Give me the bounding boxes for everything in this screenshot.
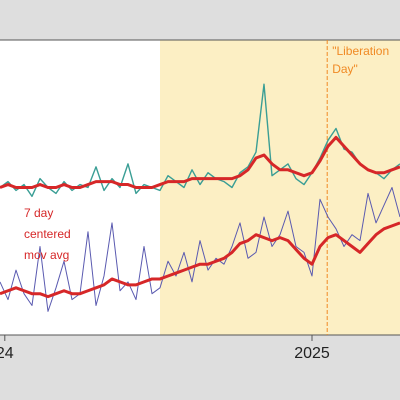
x-tick-label: 2025 <box>294 345 330 362</box>
avg-label: 7 day <box>24 206 53 220</box>
series-line <box>0 187 400 312</box>
shaded-region <box>160 40 400 335</box>
x-tick-label: 24 <box>0 345 14 362</box>
series-line <box>0 135 400 189</box>
event-label: "Liberation <box>332 44 389 58</box>
avg-label: mov avg <box>24 248 69 262</box>
series-line <box>0 221 400 299</box>
event-label: Day" <box>332 62 358 76</box>
avg-label: centered <box>24 227 71 241</box>
